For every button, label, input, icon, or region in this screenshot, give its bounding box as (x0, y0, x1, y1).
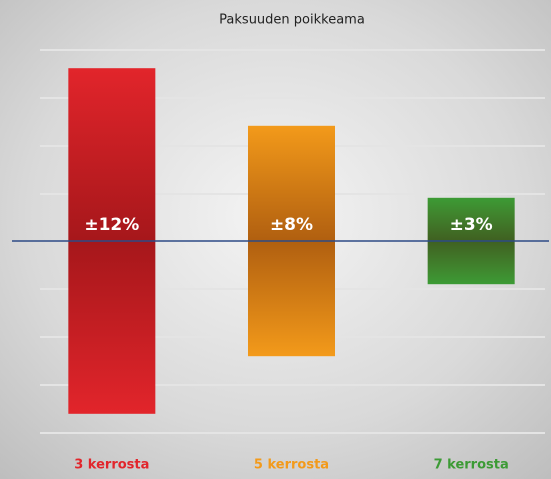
chart-title: Paksuuden poikkeama (219, 13, 365, 28)
value-label: ±3% (450, 215, 493, 235)
x-tick-label: 3 kerrosta (74, 458, 149, 473)
x-tick-label: 5 kerrosta (254, 458, 329, 473)
value-label: ±12% (84, 215, 139, 235)
value-label: ±8% (270, 215, 313, 235)
x-tick-label: 7 kerrosta (434, 458, 509, 473)
